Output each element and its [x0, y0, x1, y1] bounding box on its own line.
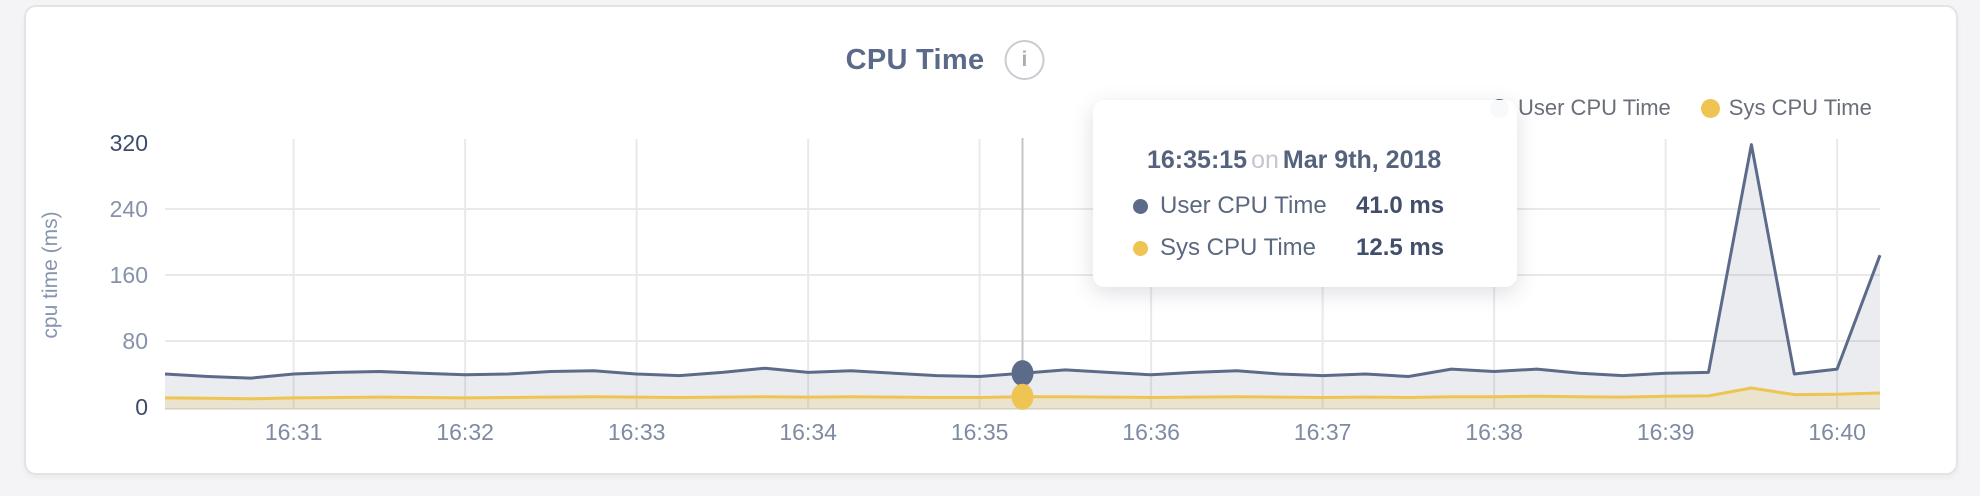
info-icon-glyph: i — [1021, 48, 1028, 71]
user-cpu-area — [165, 144, 1880, 409]
tooltip-value-user: 41.0 ms — [1356, 192, 1445, 219]
user-highlight-marker — [1011, 360, 1034, 387]
y-tick-label: 320 — [110, 130, 148, 156]
tooltip-label-sys: Sys CPU Time — [1160, 234, 1317, 261]
chart-header: CPU Time i — [846, 40, 1045, 80]
sys-series-swatch-icon — [1700, 98, 1720, 118]
chart-title: CPU Time — [845, 43, 985, 76]
x-tick-label: 16:40 — [1808, 419, 1866, 445]
x-tick-label: 16:35 — [951, 419, 1009, 445]
tooltip-row-user: User CPU Time 41.0 ms — [1133, 192, 1444, 220]
y-tick-label: 80 — [122, 328, 148, 354]
tooltip-date: Mar 9th, 2018 — [1282, 146, 1442, 174]
y-tick-label: 0 — [135, 394, 148, 420]
x-tick-label: 16:39 — [1637, 419, 1695, 445]
x-tick-label: 16:34 — [779, 419, 837, 445]
x-tick-label: 16:38 — [1465, 419, 1523, 445]
sys-highlight-marker — [1011, 383, 1034, 410]
user-series-dot-icon — [1133, 198, 1148, 214]
tooltip-value-sys: 12.5 ms — [1356, 234, 1445, 261]
chart-tooltip: 16:35:15 on Mar 9th, 2018 User CPU Time 41… — [1093, 100, 1517, 287]
tooltip-label-user: User CPU Time — [1160, 192, 1327, 219]
tooltip-time: 16:35:15 — [1147, 146, 1248, 174]
info-icon[interactable]: i — [1004, 40, 1045, 80]
legend: User CPU Time Sys CPU Time — [1490, 95, 1872, 121]
x-tick-label: 16:31 — [265, 419, 323, 445]
tooltip-conjunction: on — [1251, 146, 1279, 174]
legend-label-user: User CPU Time — [1518, 95, 1671, 120]
x-tick-label: 16:37 — [1294, 419, 1352, 445]
y-axis-title: cpu time (ms) — [39, 211, 62, 338]
legend-label-sys: Sys CPU Time — [1728, 95, 1872, 120]
legend-item-sys-cpu-time[interactable]: Sys CPU Time — [1700, 95, 1872, 121]
x-tick-label: 16:33 — [608, 419, 666, 445]
sys-series-dot-icon — [1133, 240, 1148, 256]
tooltip-header: 16:35:15 on Mar 9th, 2018 — [1147, 146, 1441, 175]
y-tick-label: 240 — [110, 196, 148, 222]
tooltip-row-sys: Sys CPU Time 12.5 ms — [1133, 234, 1444, 262]
x-tick-label: 16:32 — [436, 419, 494, 445]
x-tick-label: 16:36 — [1122, 419, 1180, 445]
y-tick-label: 160 — [110, 262, 148, 288]
